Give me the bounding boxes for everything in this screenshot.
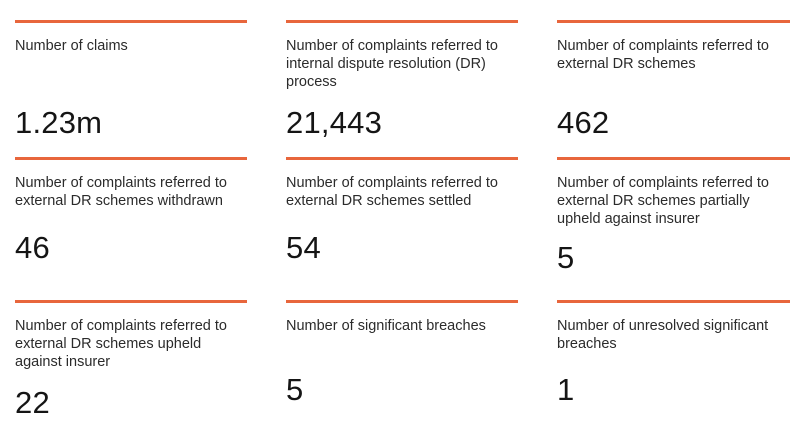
stat-label: Number of complaints referred to externa… <box>557 175 769 227</box>
accent-divider <box>286 300 518 303</box>
accent-divider <box>15 300 247 303</box>
accent-divider <box>557 300 790 303</box>
accent-divider <box>15 157 247 160</box>
stat-card-external-dr-upheld: Number of complaints referred to externa… <box>15 300 247 440</box>
stat-label: Number of complaints referred to externa… <box>15 318 227 370</box>
stat-label-text: Number of complaints referred to interna… <box>286 38 498 90</box>
stat-card-external-dr-settled: Number of complaints referred to externa… <box>286 157 518 287</box>
stat-label: Number of unresolved significant breache… <box>557 318 769 352</box>
stat-card-significant-breaches: Number of significant breaches 5 <box>286 300 518 440</box>
stat-label: Number of complaints referred to externa… <box>286 175 498 209</box>
stat-card-unresolved-breaches: Number of unresolved significant breache… <box>557 300 790 440</box>
stat-label: Number of claims <box>15 38 128 54</box>
accent-divider <box>286 157 518 160</box>
stat-value: 1.23m <box>15 105 103 140</box>
stat-value: 5 <box>557 240 575 275</box>
stat-card-external-dr-partially-upheld: Number of complaints referred to externa… <box>557 157 790 287</box>
accent-divider <box>15 20 247 23</box>
stat-label: Number of complaints referred to interna… <box>286 37 518 91</box>
stat-card-external-dr-withdrawn: Number of complaints referred to externa… <box>15 157 247 287</box>
stat-label: Number of complaints referred to externa… <box>15 175 227 209</box>
stat-value: 21,443 <box>286 105 383 140</box>
stat-value: 462 <box>557 105 610 140</box>
stat-card-claims: Number of claims 1.23m <box>15 20 247 140</box>
accent-divider <box>557 157 790 160</box>
stat-value: 1 <box>557 372 575 407</box>
stat-label: Number of significant breaches <box>286 318 486 334</box>
stat-value: 22 <box>15 385 50 420</box>
accent-divider <box>557 20 790 23</box>
stat-label: Number of complaints referred to externa… <box>557 38 769 72</box>
stat-card-internal-dr: Number of complaints referred to interna… <box>286 20 518 140</box>
stat-card-external-dr: Number of complaints referred to externa… <box>557 20 790 140</box>
stat-value: 5 <box>286 372 304 407</box>
stat-value: 54 <box>286 230 321 265</box>
accent-divider <box>286 20 518 23</box>
stat-value: 46 <box>15 230 50 265</box>
